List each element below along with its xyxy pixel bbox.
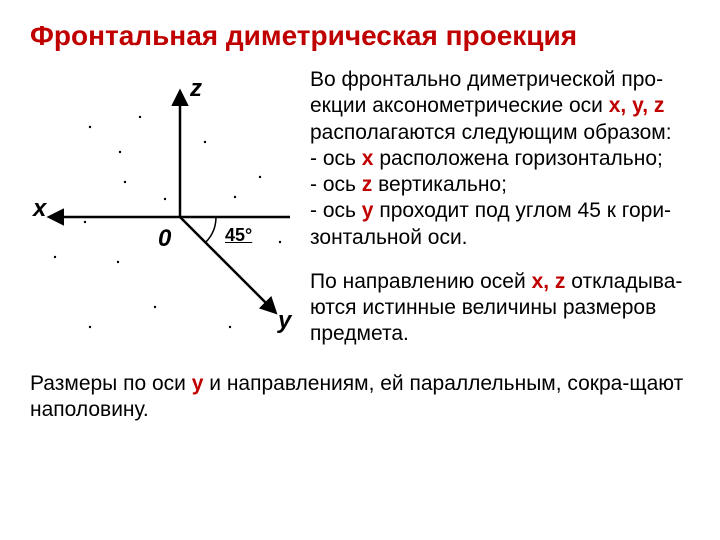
p2-t1: По направлению осей: [310, 270, 532, 293]
p1-l3b: y: [362, 199, 374, 222]
axis-diagram: x z y 0 45°: [30, 67, 300, 347]
p1-t2: располагаются следующим образом:: [310, 121, 672, 144]
p1-l2c: вертикально;: [372, 173, 507, 196]
p2-xz: x, z: [532, 270, 566, 293]
p1-xyz: x, y, z: [609, 94, 665, 117]
page-title: Фронтальная диметрическая проекция: [30, 20, 690, 52]
diagram-svg: [30, 67, 300, 347]
p1-l1b: x: [362, 147, 374, 170]
bt-t1: Размеры по оси: [30, 372, 192, 395]
bt-y: y: [192, 372, 204, 395]
p1-l2b: z: [362, 173, 373, 196]
diagram-column: x z y 0 45°: [30, 67, 300, 366]
p1-l2a: - ось: [310, 173, 362, 196]
p1-l1a: - ось: [310, 147, 362, 170]
content-row: x z y 0 45° Во фронтально диметрической …: [30, 67, 690, 366]
text-column: Во фронтально диметрической про-екции ак…: [310, 67, 690, 366]
axis-label-y: y: [278, 307, 291, 335]
origin-label: 0: [158, 225, 171, 253]
angle-label: 45°: [225, 225, 252, 246]
bottom-paragraph: Размеры по оси y и направлениям, ей пара…: [30, 371, 690, 424]
paragraph-2: По направлению осей x, z откладыва-ются …: [310, 269, 690, 348]
p1-l1c: расположена горизонтально;: [373, 147, 662, 170]
p1-l3a: - ось: [310, 199, 362, 222]
axis-label-z: z: [190, 75, 202, 103]
axis-label-x: x: [33, 195, 46, 223]
paragraph-1: Во фронтально диметрической про-екции ак…: [310, 67, 690, 251]
